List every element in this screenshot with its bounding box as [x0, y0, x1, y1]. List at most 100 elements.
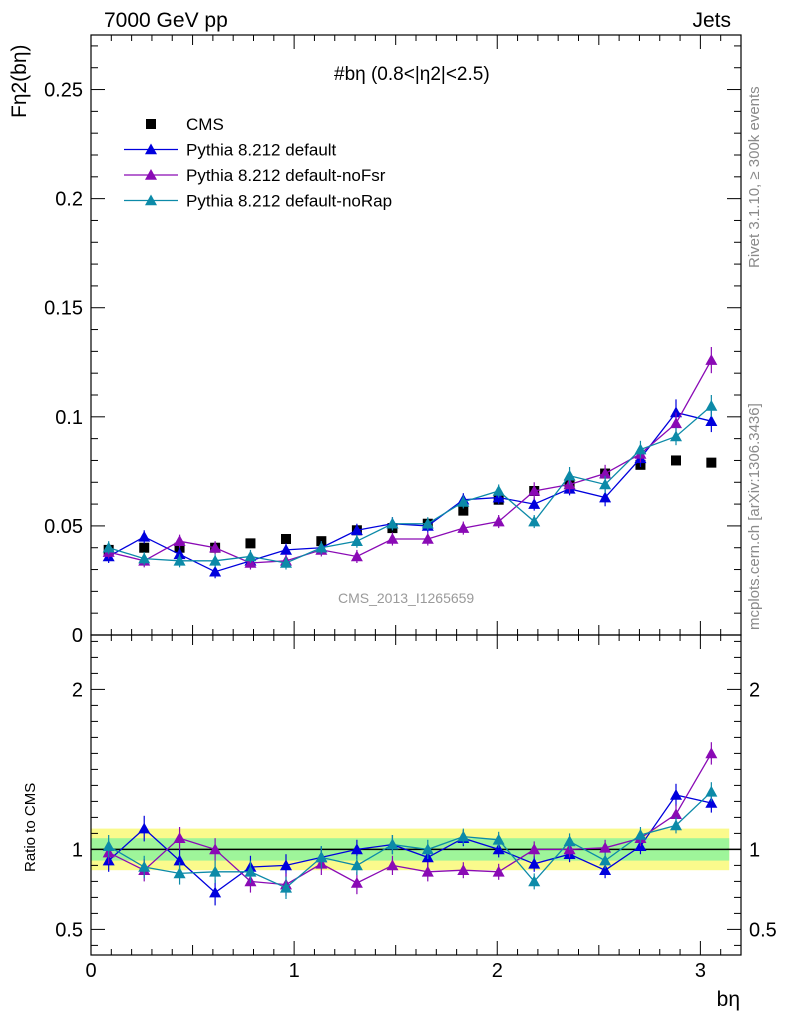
- data-point: [139, 542, 150, 553]
- data-point: [209, 843, 222, 855]
- ratio-y-tick-label-right: 2: [749, 679, 760, 701]
- data-point: [173, 554, 186, 566]
- data-point: [599, 864, 612, 875]
- data-point: [350, 550, 363, 562]
- header-left: 7000 GeV pp: [104, 9, 228, 32]
- data-point: [386, 859, 399, 871]
- data-point: [244, 550, 257, 562]
- data-point: [350, 859, 363, 871]
- data-point: [705, 785, 718, 797]
- data-point: [315, 851, 328, 863]
- data-point: [102, 541, 115, 553]
- legend-label: Pythia 8.212 default-noFsr: [186, 166, 386, 185]
- data-point: [138, 861, 151, 872]
- data-point: [670, 808, 682, 819]
- data-point: [421, 865, 434, 877]
- series-line: [108, 405, 712, 564]
- data-point: [280, 881, 292, 893]
- data-point: [138, 552, 151, 564]
- data-point: [315, 541, 328, 553]
- data-point: [563, 469, 576, 481]
- data-point: [458, 505, 469, 516]
- ratio-frame: [90, 634, 742, 956]
- data-point: [599, 478, 612, 490]
- data-point: [634, 443, 647, 455]
- data-point: [280, 859, 292, 871]
- data-point: [528, 843, 541, 855]
- data-point: [209, 565, 222, 577]
- main-series-1: [108, 399, 712, 579]
- data-point: [173, 854, 186, 866]
- legend-marker: [145, 169, 157, 180]
- data-point: [492, 515, 505, 527]
- series-line: [108, 359, 712, 564]
- ratio-y-tick-label-right: 1: [749, 839, 760, 861]
- legend-label: Pythia 8.212 default-noRap: [186, 192, 392, 211]
- data-point: [528, 498, 541, 509]
- data-point: [209, 554, 222, 566]
- main-y-tick-label: 0.15: [44, 298, 83, 320]
- series-line: [108, 791, 712, 889]
- data-point: [705, 354, 718, 365]
- data-point: [457, 864, 470, 875]
- data-point: [280, 557, 292, 568]
- data-point: [634, 829, 647, 840]
- ratio-y-tick-label: 2: [72, 679, 83, 701]
- series-line: [108, 753, 712, 886]
- x-tick-label: 2: [492, 960, 503, 982]
- data-point: [245, 538, 256, 549]
- data-point: [528, 857, 541, 869]
- data-point: [138, 822, 151, 834]
- data-point: [563, 835, 576, 847]
- data-point: [492, 865, 505, 877]
- data-point: [492, 485, 505, 496]
- data-point: [386, 517, 399, 529]
- data-point: [421, 517, 434, 529]
- legend-marker: [145, 194, 157, 206]
- main-y-tick-label: 0.1: [55, 407, 83, 429]
- legend: CMS Pythia 8.212 default Pythia 8.212 defa…: [124, 115, 392, 211]
- data-point: [599, 491, 612, 503]
- data-point: [599, 841, 612, 853]
- data-point: [350, 535, 363, 546]
- data-point: [386, 533, 399, 544]
- x-tick-label: 0: [85, 960, 96, 982]
- data-point: [492, 833, 505, 845]
- data-point: [670, 789, 682, 800]
- data-point: [670, 819, 682, 831]
- ratio-y-tick-label: 1: [72, 839, 83, 861]
- data-point: [457, 522, 470, 533]
- x-tick-label: 1: [289, 960, 300, 982]
- data-point: [209, 865, 222, 877]
- data-point: [138, 530, 151, 542]
- legend-marker: [146, 119, 156, 129]
- data-point: [421, 843, 434, 855]
- data-point: [706, 457, 717, 468]
- data-point: [281, 534, 291, 544]
- data-point: [457, 495, 470, 507]
- data-point: [421, 533, 434, 544]
- data-point: [102, 840, 115, 851]
- data-point: [705, 415, 718, 426]
- data-point: [705, 797, 718, 808]
- main-series-3: [108, 395, 712, 570]
- data-point: [705, 399, 718, 411]
- data-point: [528, 515, 541, 527]
- x-tick-label: 3: [695, 960, 706, 982]
- data-point: [244, 865, 257, 877]
- data-point: [350, 524, 363, 536]
- ratio-y-tick-label: 0.5: [55, 919, 83, 941]
- data-point: [173, 548, 186, 560]
- data-point: [280, 543, 292, 555]
- main-y-tick-label: 0.2: [55, 189, 83, 211]
- data-point: [599, 854, 612, 866]
- data-point: [173, 832, 186, 843]
- legend-label: Pythia 8.212 default: [186, 141, 337, 160]
- main-y-tick-label: 0: [72, 625, 83, 647]
- analysis-watermark: CMS_2013_I1265659: [338, 590, 475, 606]
- data-point: [209, 541, 222, 553]
- series-line: [108, 794, 712, 894]
- main-series-0: [103, 455, 717, 555]
- data-point: [599, 467, 612, 479]
